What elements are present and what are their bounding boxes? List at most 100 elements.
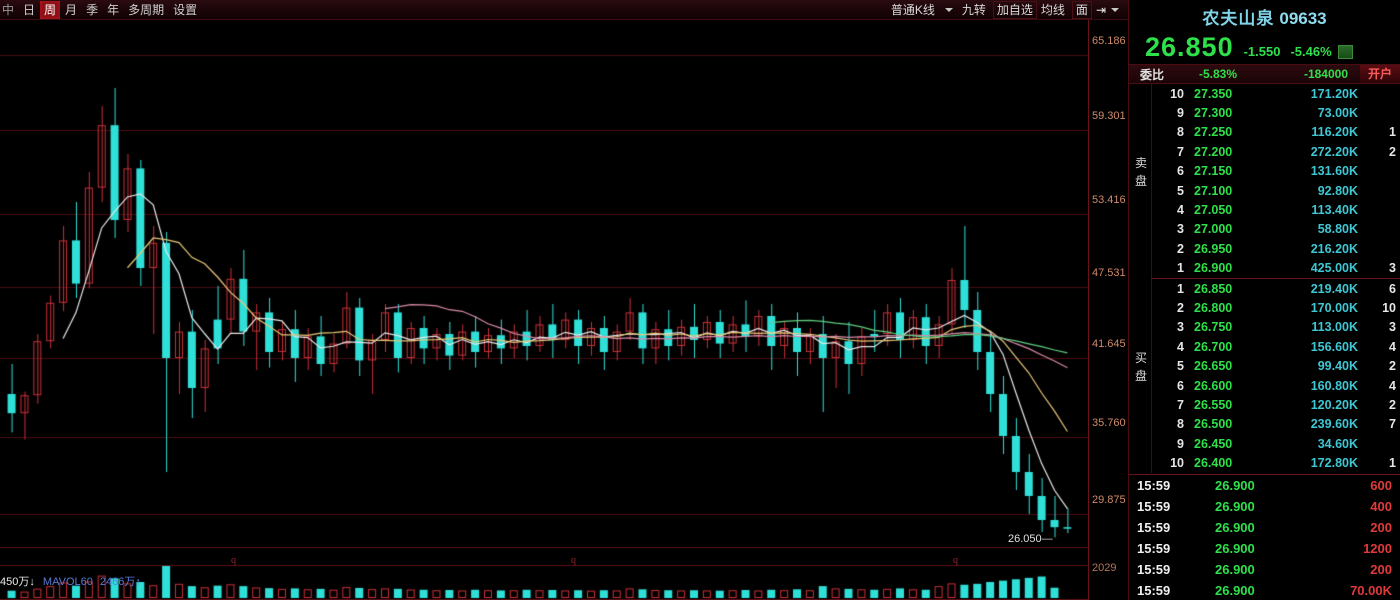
- buy-tag-char-2: 盘: [1134, 368, 1147, 383]
- sell-rows: 10 27.350 171.20K 9 27.300 73.00K 8 27.2…: [1151, 84, 1400, 278]
- price-tick-6: 29.875: [1092, 494, 1126, 506]
- table-row[interactable]: 2 26.950 216.20K: [1152, 239, 1400, 258]
- level-quantity: 160.80K: [1310, 378, 1358, 393]
- price-tick-2: 53.416: [1092, 194, 1126, 206]
- nine-turns-button[interactable]: 九转: [961, 2, 986, 17]
- tick-volume: 200: [1370, 519, 1392, 535]
- timeframe-week[interactable]: 周: [40, 0, 61, 19]
- tick-volume: 70.00K: [1350, 582, 1392, 598]
- sell-order-book: 卖 盘 10 27.350 171.20K 9 27.300 73.00K 8: [1129, 84, 1400, 278]
- level-quantity: 172.80K: [1310, 456, 1358, 471]
- table-row[interactable]: 2 26.800 170.00K 10: [1152, 298, 1400, 317]
- level-index: 5: [1177, 359, 1184, 374]
- level-index: 6: [1177, 164, 1184, 179]
- order-book-divider: [1151, 277, 1400, 279]
- table-row[interactable]: 10 26.400 172.80K 1: [1152, 453, 1400, 472]
- level-count: 2: [1389, 397, 1396, 412]
- layout-button[interactable]: 面: [1071, 0, 1092, 19]
- volume-indicator-legend: 450万↓ MAVOL60 2466万↑: [0, 573, 141, 589]
- multi-period-button[interactable]: 多周期: [128, 2, 165, 17]
- list-item[interactable]: 15:59 26.900 400: [1129, 496, 1400, 517]
- timeframe-year[interactable]: 年: [107, 2, 120, 17]
- list-item[interactable]: 15:59 26.900 1200: [1129, 538, 1400, 559]
- add-watchlist-button[interactable]: 加自选: [992, 0, 1037, 19]
- level-price: 26.800: [1194, 300, 1233, 315]
- list-item[interactable]: 15:59 26.900 200: [1129, 517, 1400, 538]
- tick-time: 15:59: [1137, 582, 1171, 598]
- tick-price: 26.900: [1215, 498, 1255, 514]
- list-item[interactable]: 15:59 26.900 200: [1129, 559, 1400, 580]
- list-item[interactable]: 15:59 26.900 70.00K: [1129, 580, 1400, 600]
- list-item[interactable]: 15:59 26.900 600: [1129, 475, 1400, 496]
- level-price: 26.700: [1194, 339, 1233, 354]
- level-count: 10: [1382, 300, 1396, 315]
- price-summary: 26.850 -1.550 -5.46%: [1129, 29, 1400, 64]
- level-count: 4: [1389, 378, 1396, 393]
- level-price: 26.450: [1194, 436, 1233, 451]
- level-quantity: 34.60K: [1317, 436, 1358, 451]
- table-row[interactable]: 7 26.550 120.20K 2: [1152, 395, 1400, 414]
- table-row[interactable]: 6 26.600 160.80K 4: [1152, 376, 1400, 395]
- level-count: 1: [1389, 456, 1396, 471]
- sell-tag-char-1: 卖: [1134, 156, 1147, 170]
- table-row[interactable]: 4 26.700 156.60K 4: [1152, 337, 1400, 356]
- moving-average-button[interactable]: 均线: [1040, 2, 1065, 17]
- timeframe-month[interactable]: 月: [65, 2, 78, 17]
- level-price: 26.900: [1194, 261, 1233, 276]
- table-row[interactable]: 3 27.000 58.80K: [1152, 220, 1400, 239]
- open-account-button[interactable]: 开户: [1360, 65, 1400, 83]
- level-price: 26.400: [1194, 456, 1233, 471]
- table-row[interactable]: 9 26.450 34.60K: [1152, 434, 1400, 453]
- trade-ticks: 15:59 26.900 600 15:59 26.900 400 15:59 …: [1129, 473, 1400, 600]
- expand-icon[interactable]: ⇥: [1095, 2, 1106, 17]
- table-row[interactable]: 1 26.900 425.00K 3: [1152, 259, 1400, 278]
- level-count: 3: [1389, 261, 1396, 276]
- q-marker-1: q: [231, 555, 236, 566]
- chevron-down-icon[interactable]: [944, 7, 953, 12]
- level-price: 26.550: [1194, 397, 1233, 412]
- volume-axis-tick: 2029: [1092, 562, 1117, 574]
- level-quantity: 131.60K: [1310, 164, 1358, 179]
- chart-toolbar: 中 日 周 月 季 年 多周期 设置 普通K线 九转 加自选 均线 面 ⇥: [0, 0, 1128, 20]
- candle-style-selector[interactable]: 普通K线: [890, 2, 935, 17]
- kline-canvas[interactable]: [0, 20, 1088, 600]
- table-row[interactable]: 6 27.150 131.60K: [1152, 162, 1400, 181]
- toolbar-item-partial[interactable]: 中: [2, 2, 15, 17]
- last-price-value: 26.050: [1008, 533, 1042, 545]
- level-price: 26.650: [1194, 359, 1233, 374]
- tick-volume: 400: [1370, 498, 1392, 514]
- level-quantity: 156.60K: [1310, 339, 1358, 354]
- table-row[interactable]: 7 27.200 272.20K 2: [1152, 142, 1400, 161]
- table-row[interactable]: 3 26.750 113.00K 3: [1152, 318, 1400, 337]
- q-marker-2: q: [571, 555, 576, 566]
- table-row[interactable]: 8 26.500 239.60K 7: [1152, 415, 1400, 434]
- table-row[interactable]: 10 27.350 171.20K: [1152, 84, 1400, 103]
- table-row[interactable]: 5 27.100 92.80K: [1152, 181, 1400, 200]
- last-price-callout: 26.050—: [1008, 533, 1053, 545]
- settings-button[interactable]: 设置: [173, 2, 198, 17]
- stock-code: 09633: [1279, 9, 1327, 28]
- table-row[interactable]: 4 27.050 113.40K: [1152, 200, 1400, 219]
- price-change: -1.550: [1243, 44, 1281, 59]
- chevron-down-icon-2[interactable]: [1111, 7, 1119, 12]
- price-tick-3: 47.531: [1092, 267, 1126, 279]
- table-row[interactable]: 8 27.250 116.20K 1: [1152, 123, 1400, 142]
- level-price: 26.850: [1194, 281, 1233, 296]
- buy-tag-char-1: 买: [1134, 350, 1147, 365]
- weibi-label: 委比: [1139, 67, 1164, 82]
- level-quantity: 116.20K: [1311, 125, 1358, 140]
- candlestick-chart[interactable]: [0, 20, 1088, 600]
- level-index: 2: [1177, 241, 1184, 256]
- timeframe-day[interactable]: 日: [23, 2, 36, 17]
- callout-dash: —: [1041, 533, 1053, 545]
- timeframe-quarter[interactable]: 季: [86, 2, 99, 17]
- price-tick-4: 41.645: [1092, 338, 1126, 350]
- table-row[interactable]: 9 27.300 73.00K: [1152, 103, 1400, 122]
- table-row[interactable]: 5 26.650 99.40K 2: [1152, 356, 1400, 375]
- weibi-volume: -184000: [1303, 67, 1348, 81]
- tick-price: 26.900: [1215, 582, 1255, 598]
- table-row[interactable]: 1 26.850 219.40K 6: [1152, 279, 1400, 298]
- level-quantity: 113.40K: [1311, 203, 1358, 218]
- level-count: 6: [1389, 281, 1396, 296]
- level-quantity: 92.80K: [1317, 183, 1358, 198]
